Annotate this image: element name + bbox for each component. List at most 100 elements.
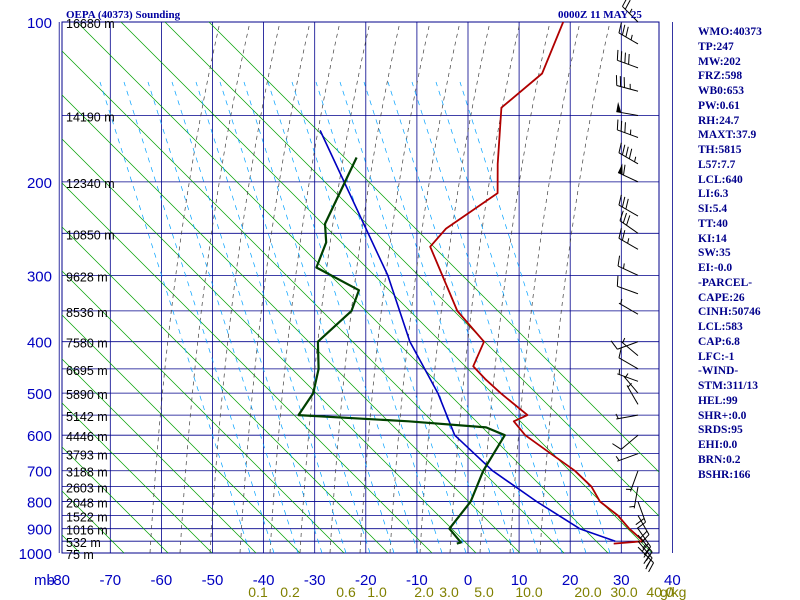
wind-barb [615, 75, 639, 92]
mixing-ratio-label: 30.0 [610, 584, 637, 600]
wind-barb [617, 163, 639, 183]
wind-barb [617, 255, 639, 276]
height-label: 3793 m [66, 449, 108, 463]
wind-barb [617, 369, 639, 382]
index-item: CAP:6.8 [698, 335, 740, 348]
height-label: 1522 m [66, 511, 108, 525]
mixing-ratio-line [435, 81, 587, 554]
mixing-ratio-label: 0.2 [280, 584, 300, 600]
index-item: -WIND- [698, 365, 739, 378]
mixing-ratio-label: 40.0 [646, 584, 673, 600]
temperature-tick-label: 40 [664, 572, 681, 589]
mixing-ratio-line [267, 81, 419, 554]
temperature-tick-label: -80 [48, 572, 70, 589]
index-item: TT:40 [698, 217, 728, 230]
pressure-tick-label: 700 [27, 464, 52, 481]
mixing-ratio-line [363, 81, 515, 554]
index-item: LCL:640 [698, 173, 743, 186]
index-item: TP:247 [698, 40, 734, 53]
wind-barb [615, 413, 639, 420]
moist-adiabat-line [239, 22, 311, 554]
height-label: 14190 m [66, 111, 115, 125]
wind-barb [618, 194, 639, 217]
index-item: SHR+:0.0 [698, 409, 747, 422]
dry-adiabat-line [62, 446, 169, 554]
index-item: SI:5.4 [698, 203, 728, 215]
adiabat-lines [62, 22, 659, 554]
moist-adiabat-line [209, 22, 281, 554]
pressure-tick-label: 500 [27, 386, 52, 403]
temperature-tick-label: -40 [253, 572, 275, 589]
height-label: 3188 m [66, 466, 108, 480]
x-axis-unit-label: mb [34, 572, 55, 589]
sounding-title: OEPA (40373) Sounding [66, 9, 181, 21]
dry-adiabat-line [62, 94, 521, 554]
wind-barb [618, 22, 639, 45]
wind-barb [618, 142, 639, 165]
index-item: STM:311/13 [698, 380, 759, 392]
index-item: SRDS:95 [698, 424, 743, 437]
height-label: 6695 m [66, 364, 108, 378]
pressure-tick-label: 600 [27, 428, 52, 445]
height-label: 5142 m [66, 410, 108, 424]
index-item: TH:5815 [698, 144, 742, 156]
pressure-tick-label: 300 [27, 268, 52, 285]
index-item: -PARCEL- [698, 276, 753, 289]
mixing-ratio-line [339, 81, 491, 554]
wind-barb [622, 0, 639, 23]
moist-adiabat-line [419, 22, 491, 554]
index-item: EHI:0.0 [698, 439, 738, 451]
height-label: 4446 m [66, 430, 108, 444]
dry-adiabat-line [62, 358, 257, 554]
dry-adiabat-line [208, 22, 659, 473]
mixing-ratio-label: 20.0 [574, 584, 601, 600]
temperature-tick-label: -20 [355, 572, 377, 589]
index-item: L57:7.7 [698, 158, 736, 171]
wind-barb [626, 382, 639, 405]
sounding-time: 0000Z 11 MAY 25 [558, 9, 642, 21]
index-item: LFC:-1 [698, 350, 735, 363]
height-label: 2603 m [66, 482, 108, 496]
index-item: BRN:0.2 [698, 453, 741, 466]
dewpoint-line [297, 157, 506, 545]
dry-adiabat-line [62, 270, 345, 554]
wind-barb [618, 347, 639, 370]
moist-adiabat-line [149, 22, 221, 554]
index-item: BSHR:166 [698, 468, 751, 481]
mixing-ratio-line [195, 81, 347, 554]
height-label: 5890 m [66, 388, 108, 402]
mixing-ratio-label: 0.1 [248, 584, 268, 600]
mixing-ratio-label: 3.0 [439, 584, 459, 600]
mixing-ratio-line [243, 81, 395, 554]
index-item: WB0:653 [698, 85, 744, 97]
mixing-ratio-label: 10.0 [515, 584, 542, 600]
mixing-ratio-line [459, 81, 611, 554]
mixing-ratio-line [387, 81, 539, 554]
pressure-tick-label: 1000 [19, 546, 52, 563]
wind-barb [616, 275, 639, 295]
temperature-tick-label: -50 [202, 572, 224, 589]
index-item: PW:0.61 [698, 99, 740, 112]
mixing-ratio-label: 1.0 [367, 584, 387, 600]
wind-barb [616, 49, 639, 69]
wind-barb [625, 470, 639, 492]
mixing-ratio-line [99, 81, 251, 554]
dry-adiabat-line [76, 22, 609, 554]
height-label: 75 m [66, 548, 94, 562]
index-item: RH:24.7 [698, 114, 740, 127]
pressure-tick-label: 800 [27, 495, 52, 512]
mixing-ratio-line [411, 81, 563, 554]
temperature-tick-label: -70 [99, 572, 121, 589]
pressure-tick-label: 400 [27, 335, 52, 352]
mixing-ratio-unit-label: g/kg [660, 584, 686, 600]
dry-adiabat-line [62, 138, 477, 554]
isobar-isotherm-grid [58, 21, 673, 554]
wind-barb [616, 119, 639, 138]
pressure-tick-label: 200 [27, 175, 52, 192]
wind-barb [612, 434, 639, 450]
moist-adiabat-line [299, 22, 371, 554]
index-item: MW:202 [698, 55, 741, 68]
mixing-ratio-label: 0.6 [336, 584, 356, 600]
mixing-ratio-line [147, 81, 299, 554]
dry-adiabat-line [120, 22, 653, 554]
